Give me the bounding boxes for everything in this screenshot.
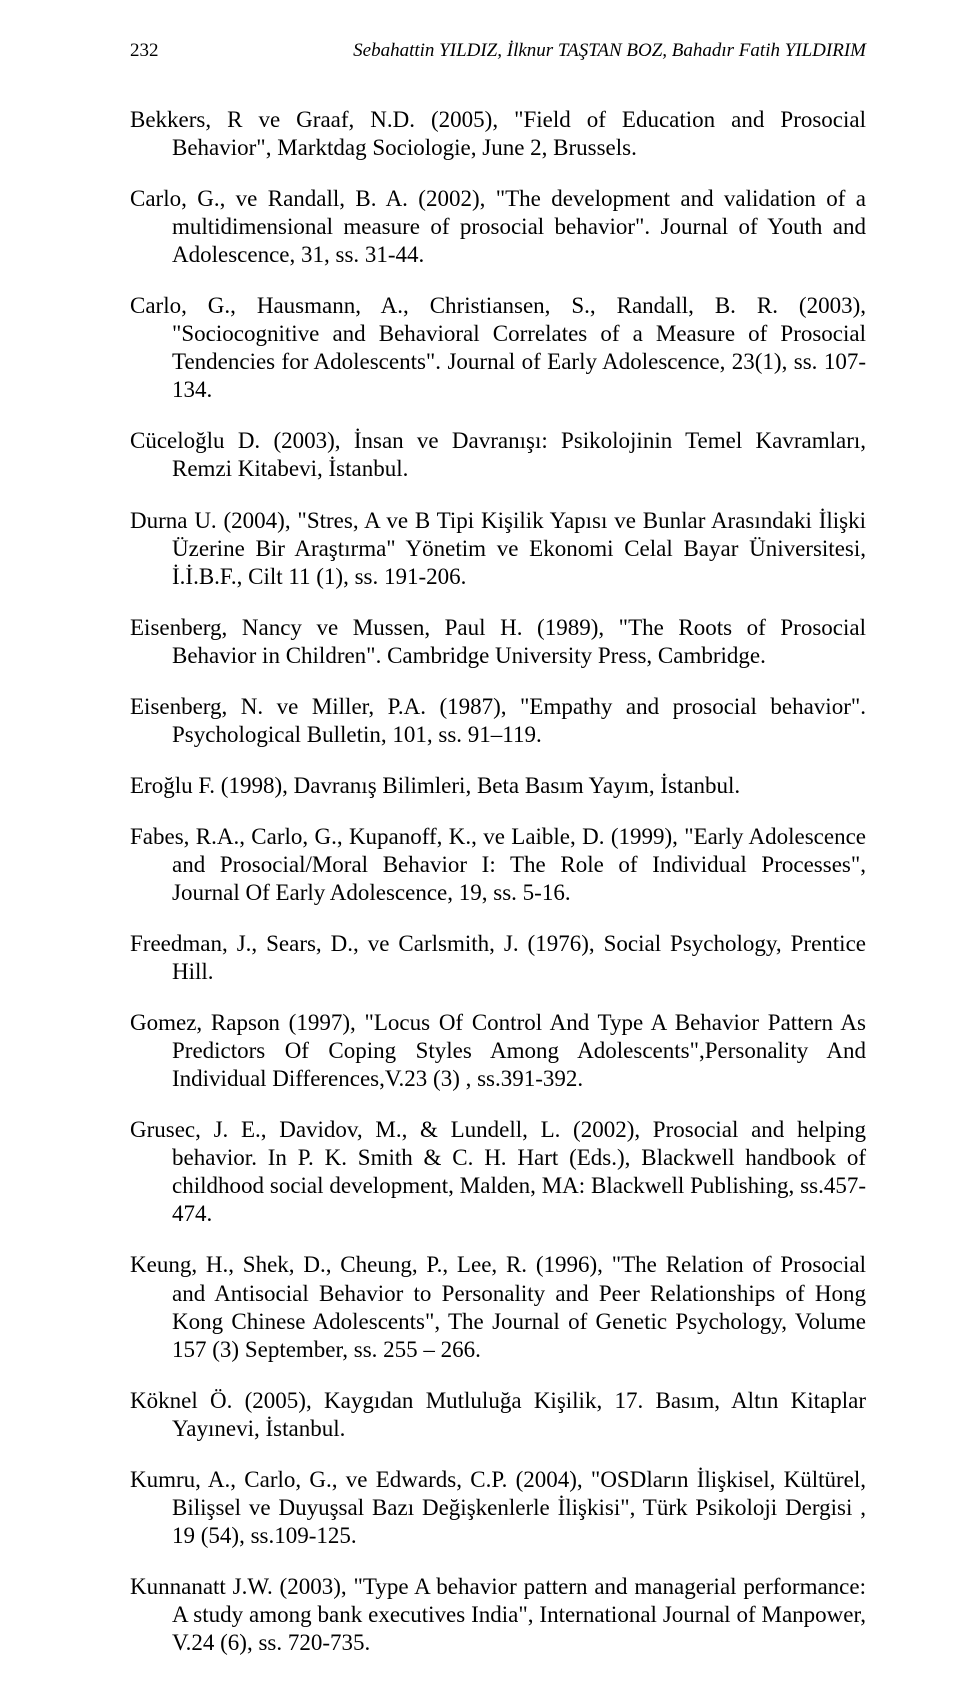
reference-item: Durna U. (2004), "Stres, A ve B Tipi Kiş…	[130, 507, 866, 591]
page-header: 232 Sebahattin YILDIZ, İlknur TAŞTAN BOZ…	[130, 40, 866, 62]
header-authors: Sebahattin YILDIZ, İlknur TAŞTAN BOZ, Ba…	[353, 40, 866, 62]
reference-item: Köknel Ö. (2005), Kaygıdan Mutluluğa Kiş…	[130, 1387, 866, 1443]
reference-item: Eroğlu F. (1998), Davranış Bilimleri, Be…	[130, 772, 866, 800]
reference-item: Keung, H., Shek, D., Cheung, P., Lee, R.…	[130, 1251, 866, 1363]
reference-item: Gomez, Rapson (1997), "Locus Of Control …	[130, 1009, 866, 1093]
reference-item: Cüceloğlu D. (2003), İnsan ve Davranışı:…	[130, 427, 866, 483]
page-number: 232	[130, 40, 159, 62]
references-block: Bekkers, R ve Graaf, N.D. (2005), "Field…	[130, 106, 866, 1657]
reference-item: Eisenberg, N. ve Miller, P.A. (1987), "E…	[130, 693, 866, 749]
reference-item: Eisenberg, Nancy ve Mussen, Paul H. (198…	[130, 614, 866, 670]
reference-item: Freedman, J., Sears, D., ve Carlsmith, J…	[130, 930, 866, 986]
page: 232 Sebahattin YILDIZ, İlknur TAŞTAN BOZ…	[0, 0, 960, 1708]
reference-item: Grusec, J. E., Davidov, M., & Lundell, L…	[130, 1116, 866, 1228]
reference-item: Fabes, R.A., Carlo, G., Kupanoff, K., ve…	[130, 823, 866, 907]
reference-item: Carlo, G., Hausmann, A., Christiansen, S…	[130, 292, 866, 404]
reference-item: Bekkers, R ve Graaf, N.D. (2005), "Field…	[130, 106, 866, 162]
reference-item: Carlo, G., ve Randall, B. A. (2002), "Th…	[130, 185, 866, 269]
reference-item: Kunnanatt J.W. (2003), "Type A behavior …	[130, 1573, 866, 1657]
reference-item: Kumru, A., Carlo, G., ve Edwards, C.P. (…	[130, 1466, 866, 1550]
